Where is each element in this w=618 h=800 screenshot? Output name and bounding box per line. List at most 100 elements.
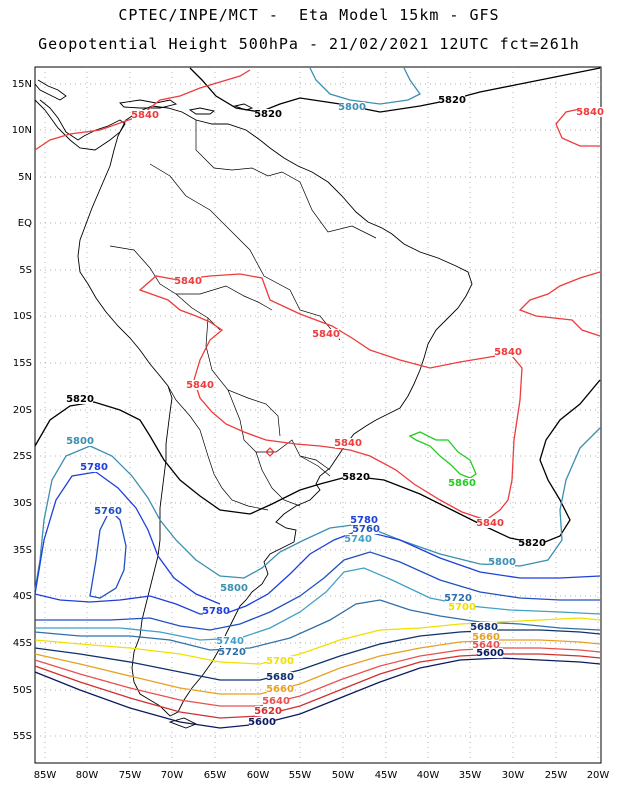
contour-5660 — [34, 639, 601, 695]
contour-5740 — [35, 567, 601, 641]
contour-label-bg — [267, 684, 293, 694]
contour-label-bg — [519, 538, 545, 548]
contour-label-5820: 5820 — [438, 95, 466, 106]
latitude-label: 15S — [13, 358, 32, 369]
longitude-label: 35W — [459, 770, 482, 781]
contour-label-bg — [175, 276, 201, 286]
plot-frame — [34, 66, 602, 764]
contour-label-5740: 5740 — [216, 636, 244, 647]
latitude-label: 10S — [13, 311, 32, 322]
contour-label-bg — [473, 632, 499, 642]
latitude-label: 55S — [13, 731, 32, 742]
contour-label-5600: 5600 — [476, 648, 504, 659]
contour-5840-east — [518, 271, 601, 337]
contour-label-bg — [255, 109, 281, 119]
latitude-label: 40S — [13, 591, 32, 602]
contour-label-5800: 5800 — [488, 557, 516, 568]
longitude-label: 60W — [247, 770, 270, 781]
contour-5640 — [34, 647, 601, 707]
contour-5760 — [35, 551, 600, 631]
longitude-label: 30W — [502, 770, 525, 781]
contour-label-bg — [495, 347, 521, 357]
contour-label-bg — [95, 506, 121, 516]
axis-ticks: 15N 10N 5N EQ 5S 10S 15S 20S 25S 30S 35S 40S 45S 50S 5… — [12, 79, 610, 781]
contour-label-bg — [439, 95, 465, 105]
latitude-label: 30S — [13, 498, 32, 509]
latitude-label: 20S — [13, 405, 32, 416]
contour-label-bg — [489, 557, 515, 567]
latitude-label: 10N — [12, 125, 32, 136]
contour-label-bg — [339, 102, 365, 112]
contour-5800-south — [34, 427, 601, 591]
contour-label-5640: 5640 — [472, 640, 500, 651]
contour-label-5780: 5780 — [80, 462, 108, 473]
contour-label-5660: 5660 — [266, 684, 294, 695]
longitude-label: 80W — [76, 770, 99, 781]
contour-label-5680: 5680 — [470, 622, 498, 633]
contour-label-bg — [313, 329, 339, 339]
contour-label-bg — [471, 622, 497, 632]
contour-label-5600: 5600 — [248, 717, 276, 728]
latitude-label: 35S — [13, 545, 32, 556]
latitude-label: 50S — [13, 685, 32, 696]
contour-5760-west — [89, 508, 127, 599]
longitude-label: 20W — [587, 770, 610, 781]
longitude-label: 50W — [332, 770, 355, 781]
longitude-label: 65W — [204, 770, 227, 781]
contour-5680 — [34, 629, 601, 681]
contour-label-bg — [255, 706, 281, 716]
contour-label-5740: 5740 — [344, 534, 372, 545]
contour-label-5660: 5660 — [472, 632, 500, 643]
contour-5620 — [34, 653, 601, 719]
contour-label-5860: 5860 — [448, 478, 476, 489]
contour-5800-north — [309, 67, 421, 105]
contour-label-bg — [219, 647, 245, 657]
contour-label-bg — [203, 606, 229, 616]
contour-label-5840: 5840 — [494, 347, 522, 358]
contour-label-5820: 5820 — [342, 472, 370, 483]
contour-5700 — [34, 617, 601, 665]
contour-label-5620: 5620 — [254, 706, 282, 717]
contour-label-5840: 5840 — [576, 107, 604, 118]
contour-label-bg — [351, 515, 377, 525]
contour-label-bg — [221, 583, 247, 593]
height-contours — [34, 67, 601, 729]
contour-label-5840: 5840 — [131, 110, 159, 121]
contour-label-bg — [263, 696, 289, 706]
contour-label-bg — [132, 110, 158, 120]
latitude-label: 15N — [12, 79, 32, 90]
contour-label-bg — [449, 602, 475, 612]
contour-label-bg — [81, 462, 107, 472]
contour-label-bg — [445, 593, 471, 603]
contour-label-bg — [335, 438, 361, 448]
latitude-label: 5N — [18, 172, 32, 183]
latitude-label: 25S — [13, 451, 32, 462]
longitude-label: 55W — [289, 770, 312, 781]
longitude-label: 75W — [119, 770, 142, 781]
latitude-label: EQ — [18, 218, 32, 229]
contour-label-bg — [67, 436, 93, 446]
contour-label-5720: 5720 — [218, 647, 246, 658]
contour-label-bg — [217, 636, 243, 646]
contour-5720 — [34, 599, 601, 651]
contour-label-5720: 5720 — [444, 593, 472, 604]
contour-label-bg — [267, 656, 293, 666]
contour-label-5820: 5820 — [66, 394, 94, 405]
contour-5840-small — [265, 447, 275, 457]
contour-label-5840: 5840 — [186, 380, 214, 391]
contour-5820-north — [189, 67, 601, 113]
latitude-label: 5S — [19, 265, 32, 276]
contour-label-5700: 5700 — [448, 602, 476, 613]
contour-label-5780: 5780 — [202, 606, 230, 617]
contour-label-bg — [353, 524, 379, 534]
contour-label-5820: 5820 — [254, 109, 282, 120]
contour-label-5840: 5840 — [312, 329, 340, 340]
contour-label-5700: 5700 — [266, 656, 294, 667]
latitude-label: 45S — [13, 638, 32, 649]
contour-label-bg — [473, 640, 499, 650]
contour-5860 — [408, 431, 477, 479]
contour-label-5820: 5820 — [518, 538, 546, 549]
title-line-1: CPTEC/INPE/MCT - Eta Model 15km - GFS — [118, 6, 500, 24]
country-borders — [109, 120, 377, 511]
contour-label-bg — [477, 648, 503, 658]
